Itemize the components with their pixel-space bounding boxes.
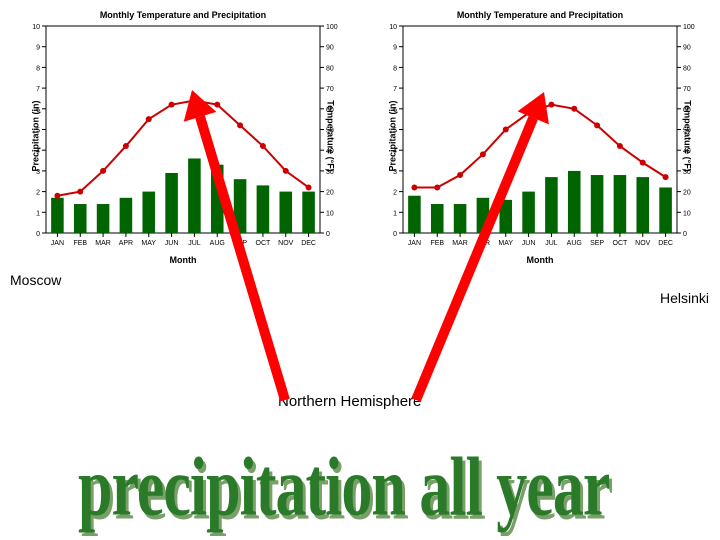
svg-text:70: 70 — [683, 86, 691, 93]
svg-text:10: 10 — [326, 210, 334, 217]
svg-text:1: 1 — [393, 210, 397, 217]
svg-text:JAN: JAN — [408, 240, 421, 247]
svg-text:FEB: FEB — [430, 240, 444, 247]
svg-text:100: 100 — [683, 24, 695, 31]
svg-text:OCT: OCT — [613, 240, 629, 247]
svg-text:FEB: FEB — [73, 240, 87, 247]
svg-text:NOV: NOV — [278, 240, 294, 247]
svg-text:40: 40 — [326, 148, 334, 155]
svg-text:50: 50 — [326, 128, 334, 135]
svg-text:50: 50 — [683, 128, 691, 135]
svg-text:AUG: AUG — [567, 240, 582, 247]
svg-text:OCT: OCT — [256, 240, 272, 247]
svg-text:40: 40 — [683, 148, 691, 155]
svg-text:1: 1 — [36, 210, 40, 217]
svg-text:10: 10 — [683, 210, 691, 217]
svg-text:9: 9 — [36, 45, 40, 52]
svg-text:APR: APR — [476, 240, 490, 247]
svg-text:JAN: JAN — [51, 240, 64, 247]
svg-text:MAR: MAR — [452, 240, 468, 247]
svg-text:80: 80 — [683, 65, 691, 72]
svg-text:8: 8 — [36, 65, 40, 72]
svg-text:JUL: JUL — [545, 240, 558, 247]
svg-text:30: 30 — [326, 169, 334, 176]
svg-text:SEP: SEP — [590, 240, 604, 247]
svg-text:4: 4 — [393, 148, 397, 155]
svg-text:8: 8 — [393, 65, 397, 72]
svg-text:60: 60 — [683, 107, 691, 114]
svg-text:MAY: MAY — [141, 240, 156, 247]
svg-text:9: 9 — [393, 45, 397, 52]
svg-text:90: 90 — [683, 45, 691, 52]
svg-text:20: 20 — [683, 190, 691, 197]
svg-text:DEC: DEC — [301, 240, 316, 247]
svg-text:6: 6 — [393, 107, 397, 114]
label-helsinki: Helsinki — [660, 290, 709, 306]
svg-text:5: 5 — [393, 128, 397, 135]
svg-text:JUN: JUN — [165, 240, 179, 247]
svg-text:6: 6 — [36, 107, 40, 114]
label-moscow: Moscow — [10, 272, 61, 288]
svg-text:10: 10 — [32, 24, 40, 31]
headline-precipitation: precipitation all year — [78, 440, 609, 536]
svg-text:7: 7 — [393, 86, 397, 93]
svg-text:APR: APR — [119, 240, 133, 247]
svg-text:10: 10 — [389, 24, 397, 31]
svg-text:JUN: JUN — [522, 240, 536, 247]
svg-text:90: 90 — [326, 45, 334, 52]
svg-text:5: 5 — [36, 128, 40, 135]
chart-moscow: Monthly Temperature and Precipitation Pr… — [8, 8, 358, 263]
svg-text:3: 3 — [393, 169, 397, 176]
svg-text:0: 0 — [36, 231, 40, 238]
svg-text:MAY: MAY — [498, 240, 513, 247]
svg-text:AUG: AUG — [210, 240, 225, 247]
svg-text:60: 60 — [326, 107, 334, 114]
svg-text:4: 4 — [36, 148, 40, 155]
svg-text:30: 30 — [683, 169, 691, 176]
svg-text:NOV: NOV — [635, 240, 651, 247]
svg-text:2: 2 — [36, 190, 40, 197]
svg-text:3: 3 — [36, 169, 40, 176]
svg-text:DEC: DEC — [658, 240, 673, 247]
svg-text:0: 0 — [683, 231, 687, 238]
chart-helsinki: Monthly Temperature and Precipitation Pr… — [365, 8, 715, 263]
svg-text:80: 80 — [326, 65, 334, 72]
svg-text:0: 0 — [393, 231, 397, 238]
svg-text:SEP: SEP — [233, 240, 247, 247]
label-northern-hemisphere: Northern Hemisphere — [278, 393, 421, 410]
svg-text:0: 0 — [326, 231, 330, 238]
svg-text:JUL: JUL — [188, 240, 201, 247]
svg-text:MAR: MAR — [95, 240, 111, 247]
svg-text:70: 70 — [326, 86, 334, 93]
page: { "charts": { "moscow": { "title": "Mont… — [0, 0, 720, 540]
svg-text:20: 20 — [326, 190, 334, 197]
svg-text:7: 7 — [36, 86, 40, 93]
svg-text:2: 2 — [393, 190, 397, 197]
svg-text:100: 100 — [326, 24, 338, 31]
